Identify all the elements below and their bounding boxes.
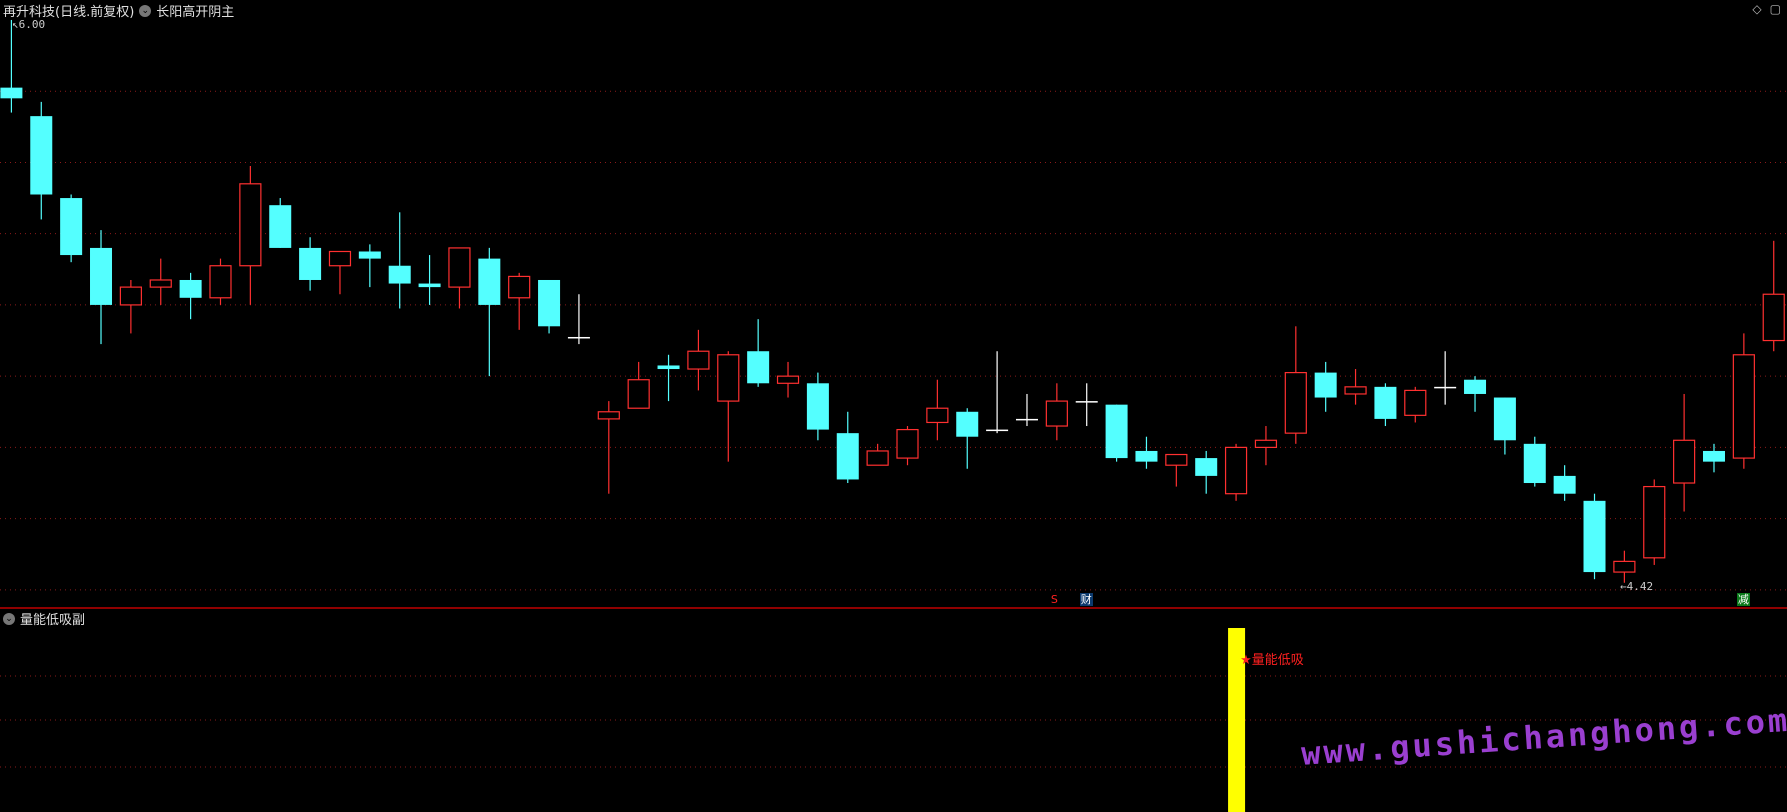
window-icon[interactable]: ▢ xyxy=(1769,2,1781,16)
volume-signal-bar xyxy=(1228,628,1246,812)
candle-body-doji xyxy=(986,429,1009,432)
candle-body-down xyxy=(269,205,292,248)
signal-label: ★量能低吸 xyxy=(1240,653,1304,668)
candle-body-up xyxy=(1732,354,1755,459)
candle-body-up xyxy=(1254,439,1278,449)
candle-body-down xyxy=(1583,500,1606,573)
candle-body-up xyxy=(1045,400,1068,427)
signal-marker: S xyxy=(1050,593,1058,606)
candle-body-down xyxy=(388,265,411,284)
candle-body-down xyxy=(60,198,83,256)
candle-body-down xyxy=(90,247,113,305)
candle-body-down xyxy=(299,247,322,280)
candle-body-down xyxy=(418,283,441,288)
candle-body-up xyxy=(1404,389,1427,416)
candle-body-up xyxy=(627,379,650,409)
low-price-label: ←4.42 xyxy=(1620,580,1654,593)
candle-body-up xyxy=(717,354,740,402)
candle-body-down xyxy=(1135,450,1158,462)
diamond-icon[interactable]: ◇ xyxy=(1752,2,1762,16)
high-price-value: 6.00 xyxy=(18,18,46,31)
candle-body-down xyxy=(0,87,23,99)
indicator-name[interactable]: 长阳高开阴主 xyxy=(156,5,235,20)
candle-body-down xyxy=(747,351,770,384)
candle-body-down xyxy=(358,251,381,259)
candle-body-up xyxy=(1613,560,1636,573)
candle-body-down xyxy=(657,365,680,370)
candle-body-up xyxy=(926,407,949,424)
candle-body-up xyxy=(448,247,471,288)
candle-body-up xyxy=(687,350,710,370)
candle-body-down xyxy=(1553,475,1576,494)
candle-body-down xyxy=(1464,379,1487,394)
candle-body-up xyxy=(1762,293,1785,342)
candle-body-down xyxy=(179,279,202,298)
chevron-down-icon[interactable]: ⌄ xyxy=(139,4,152,17)
candle-body-up xyxy=(866,450,889,466)
candle-body-down xyxy=(956,411,979,437)
top-right-icons: ◇ ▢ xyxy=(1752,2,1781,16)
candle-body-down xyxy=(1374,386,1397,419)
sub-panel-header: ⌄ 量能低吸副 xyxy=(3,609,85,628)
chart-header: 再升科技(日线.前复权) ⌄ 长阳高开阴主 xyxy=(3,1,234,20)
candle-body-down xyxy=(538,279,561,327)
candle-body-up xyxy=(597,411,620,420)
candle-body-down xyxy=(30,116,53,195)
candle-body-up xyxy=(1344,386,1367,395)
candle-body-down xyxy=(1523,443,1546,484)
candle-body-up xyxy=(119,286,142,306)
candle-body-up xyxy=(1643,485,1666,559)
chevron-down-icon[interactable]: ⌄ xyxy=(3,612,15,625)
low-price-value: 4.42 xyxy=(1626,580,1654,593)
sub-panel-title[interactable]: 量能低吸副 xyxy=(20,613,86,628)
high-price-label: ↖6.00 xyxy=(12,18,46,31)
candle-body-doji xyxy=(1015,418,1038,421)
candle-body-down xyxy=(1105,404,1128,459)
candle-body-down xyxy=(836,433,859,480)
candle-body-down xyxy=(1195,458,1218,476)
candle-body-down xyxy=(478,258,501,305)
candle-body-up xyxy=(239,183,262,267)
candle-body-up xyxy=(1165,453,1188,466)
candle-body-up xyxy=(1224,446,1248,495)
stock-title: 再升科技(日线.前复权) xyxy=(3,5,135,20)
candle-body-down xyxy=(1493,397,1516,441)
candle-body-doji xyxy=(1075,401,1098,403)
candle-body-up xyxy=(776,375,800,384)
candle-body-up xyxy=(1284,371,1307,434)
candle-body-up xyxy=(328,250,352,267)
candle-body-up xyxy=(1673,439,1696,484)
candle-body-doji xyxy=(1434,386,1457,389)
candle-body-down xyxy=(806,383,829,430)
candle-body-doji xyxy=(567,336,590,339)
candle-body-up xyxy=(209,265,232,299)
candle-body-up xyxy=(508,275,531,299)
candle-body-up xyxy=(149,279,172,288)
candle-body-down xyxy=(1314,372,1337,398)
signal-marker: 减 xyxy=(1736,593,1750,606)
signal-marker: 财 xyxy=(1079,593,1093,606)
candle-body-down xyxy=(1702,450,1725,462)
candle-body-up xyxy=(896,428,919,459)
